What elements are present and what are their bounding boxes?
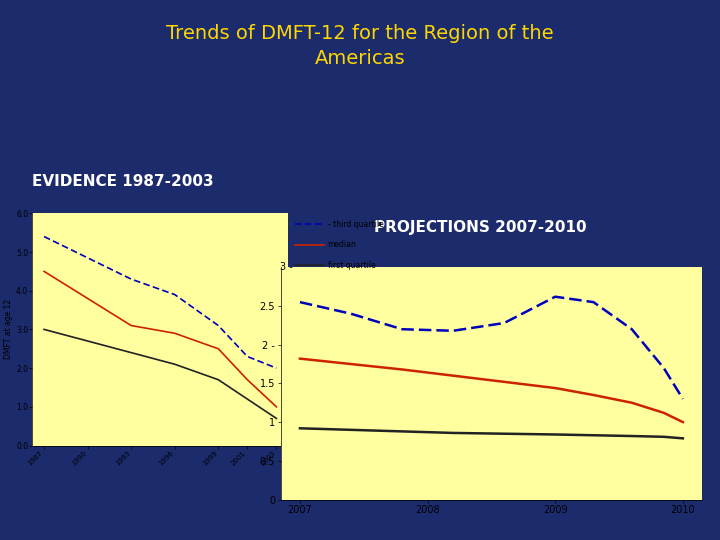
Text: 3 -: 3 - xyxy=(280,262,293,272)
Text: Trends of DMFT-12 for the Region of the
Americas: Trends of DMFT-12 for the Region of the … xyxy=(166,24,554,68)
Text: median: median xyxy=(328,240,356,249)
Y-axis label: DMFT at age 12: DMFT at age 12 xyxy=(4,299,14,360)
Text: EVIDENCE 1987-2003: EVIDENCE 1987-2003 xyxy=(32,174,214,189)
Text: - third quartile: - third quartile xyxy=(328,220,383,228)
Text: PROJECTIONS 2007-2010: PROJECTIONS 2007-2010 xyxy=(374,220,587,235)
Text: first quartile: first quartile xyxy=(328,261,375,269)
